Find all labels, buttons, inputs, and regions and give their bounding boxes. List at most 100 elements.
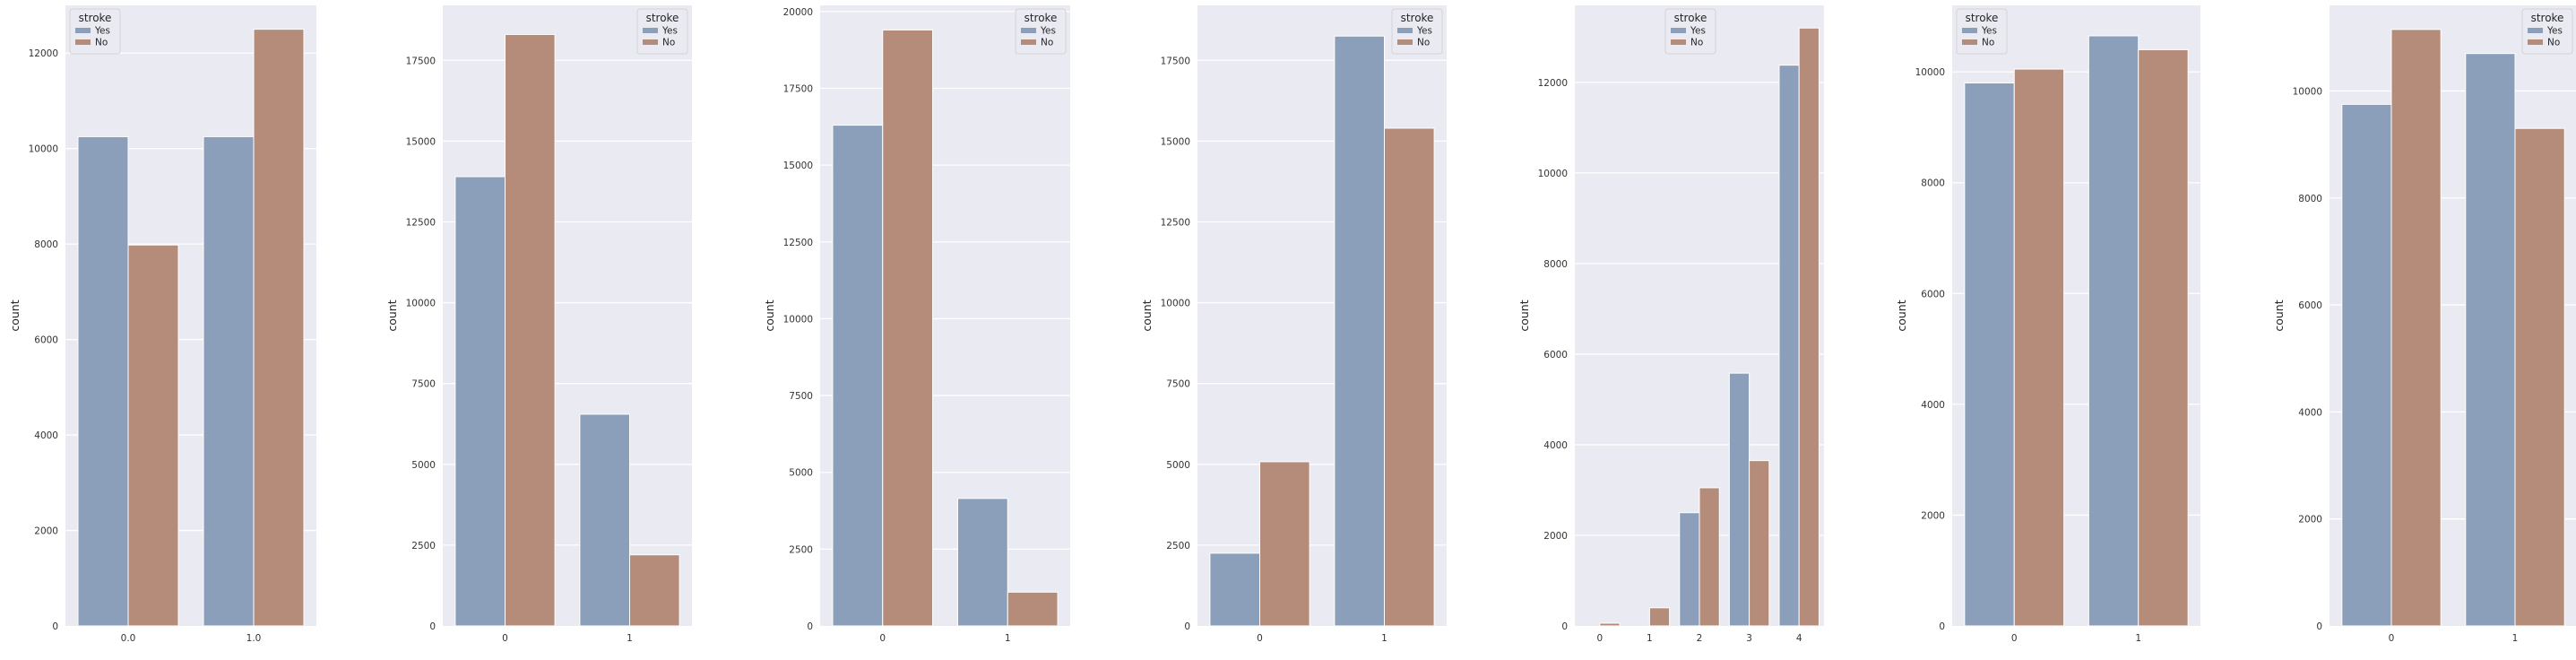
legend-swatch-no bbox=[1397, 39, 1413, 45]
x-tick-label: 0 bbox=[2389, 633, 2395, 644]
legend-swatch-no bbox=[1962, 39, 1977, 45]
x-tick-label: 4 bbox=[1796, 633, 1802, 644]
legend-entry-no: No bbox=[1690, 38, 1703, 48]
x-tick-label: 1 bbox=[1005, 633, 1011, 644]
bar-no-0 bbox=[1599, 622, 1621, 627]
x-tick-label: 1 bbox=[1647, 633, 1653, 644]
y-tick-label: 12500 bbox=[406, 217, 436, 228]
legend-entry-yes: Yes bbox=[1981, 26, 1997, 37]
y-tick-label: 0 bbox=[1561, 621, 1568, 632]
y-tick-label: 8000 bbox=[1543, 259, 1568, 270]
y-tick-label: 6000 bbox=[1921, 289, 1945, 300]
y-tick-label: 0 bbox=[429, 621, 436, 632]
bar-no-0 bbox=[2390, 29, 2442, 627]
bar-yes-1 bbox=[2088, 35, 2139, 627]
bar-no-1 bbox=[1648, 607, 1671, 627]
y-tick-label: 2000 bbox=[1921, 510, 1945, 521]
legend-entry-no: No bbox=[2547, 38, 2560, 48]
y-tick-label: 20000 bbox=[783, 7, 813, 18]
y-tick-label: 2000 bbox=[1543, 531, 1568, 542]
legend-swatch-no bbox=[643, 39, 658, 45]
legend-entry-yes: Yes bbox=[1690, 26, 1706, 37]
bar-no-0 bbox=[2013, 68, 2065, 627]
y-axis-label: count bbox=[1140, 300, 1154, 331]
y-axis-label: count bbox=[1517, 300, 1531, 331]
y-axis-label: count bbox=[2272, 300, 2286, 331]
bar-no-1 bbox=[2514, 127, 2565, 627]
legend-entry-yes: Yes bbox=[1416, 26, 1432, 37]
legend-swatch-no bbox=[1671, 39, 1686, 45]
y-axis-label: count bbox=[1895, 300, 1908, 331]
y-tick-label: 8000 bbox=[2298, 194, 2322, 204]
y-tick-label: 10000 bbox=[29, 144, 58, 155]
y-tick-label: 17500 bbox=[783, 83, 813, 94]
y-tick-label: 4000 bbox=[1543, 440, 1568, 451]
legend-entry-yes: Yes bbox=[661, 26, 678, 37]
subplot-5: 0 2000 4000 6000 8000 10000 12000 count 0 1 2 3 4 str… bbox=[1517, 5, 1824, 644]
x-tick-label: 3 bbox=[1746, 633, 1752, 644]
bar-yes-1 bbox=[956, 498, 1008, 627]
bar-no-1 bbox=[1007, 591, 1059, 627]
legend-swatch-yes bbox=[643, 28, 658, 33]
x-tick-label: 0 bbox=[879, 633, 886, 644]
legend-swatch-no bbox=[75, 39, 91, 45]
x-tick-label: 0 bbox=[502, 633, 508, 644]
x-tick-label: 0 bbox=[1257, 633, 1263, 644]
y-tick-label: 8000 bbox=[1921, 178, 1945, 189]
y-axis-label: count bbox=[385, 300, 399, 331]
legend-entry-yes: Yes bbox=[94, 26, 110, 37]
y-tick-label: 2000 bbox=[34, 526, 58, 537]
bar-yes-2 bbox=[1679, 512, 1700, 627]
y-tick-label: 5000 bbox=[789, 468, 813, 479]
subplot-1: 0 2000 4000 6000 8000 10000 12000 count 0.0 1.0 st… bbox=[8, 5, 316, 644]
bar-yes-1 bbox=[2465, 53, 2516, 627]
x-tick-label: 0 bbox=[2011, 633, 2018, 644]
y-tick-label: 4000 bbox=[1921, 400, 1945, 411]
y-tick-label: 15000 bbox=[783, 161, 813, 171]
subplot-4: 0 2500 5000 7500 10000 12500 15000 17500 count 0 1… bbox=[1140, 5, 1447, 644]
y-tick-label: 2500 bbox=[411, 541, 436, 551]
legend-entry-no: No bbox=[662, 38, 675, 48]
bar-yes-1 bbox=[579, 413, 631, 627]
legend-swatch-yes bbox=[1021, 28, 1036, 33]
y-tick-label: 7500 bbox=[1166, 379, 1190, 390]
y-tick-label: 5000 bbox=[411, 460, 436, 471]
y-tick-label: 17500 bbox=[406, 56, 436, 66]
bar-no-1 bbox=[2138, 48, 2189, 627]
legend-title: stroke bbox=[1024, 12, 1058, 24]
bar-yes-1.0 bbox=[203, 135, 255, 627]
legend-swatch-yes bbox=[1671, 28, 1686, 33]
y-tick-label: 6000 bbox=[2298, 300, 2322, 311]
bar-yes-0 bbox=[1964, 82, 2015, 627]
bar-no-2 bbox=[1699, 487, 1720, 627]
legend-swatch-yes bbox=[1962, 28, 1977, 33]
subplot-2: 0 2500 5000 7500 10000 12500 15000 17500 count 0 1… bbox=[385, 5, 692, 644]
bar-yes-0.0 bbox=[77, 135, 129, 627]
bar-no-1.0 bbox=[253, 29, 305, 627]
y-tick-label: 4000 bbox=[2298, 407, 2322, 418]
y-tick-label: 4000 bbox=[34, 430, 58, 441]
x-tick-label: 1.0 bbox=[246, 633, 262, 644]
legend-swatch-no bbox=[1021, 39, 1036, 45]
y-tick-label: 10000 bbox=[783, 314, 813, 325]
legend-entry-no: No bbox=[1982, 38, 1994, 48]
y-axis-label: count bbox=[8, 300, 22, 331]
legend-entry-no: No bbox=[95, 38, 108, 48]
x-tick-label: 1 bbox=[2512, 633, 2519, 644]
y-tick-label: 0 bbox=[52, 621, 58, 632]
y-tick-label: 0 bbox=[1939, 621, 1945, 632]
bar-yes-0 bbox=[1209, 552, 1261, 627]
bar-no-0 bbox=[1259, 461, 1310, 627]
y-tick-label: 12500 bbox=[783, 238, 813, 248]
bar-no-0 bbox=[505, 33, 556, 627]
y-tick-label: 7500 bbox=[411, 379, 436, 390]
